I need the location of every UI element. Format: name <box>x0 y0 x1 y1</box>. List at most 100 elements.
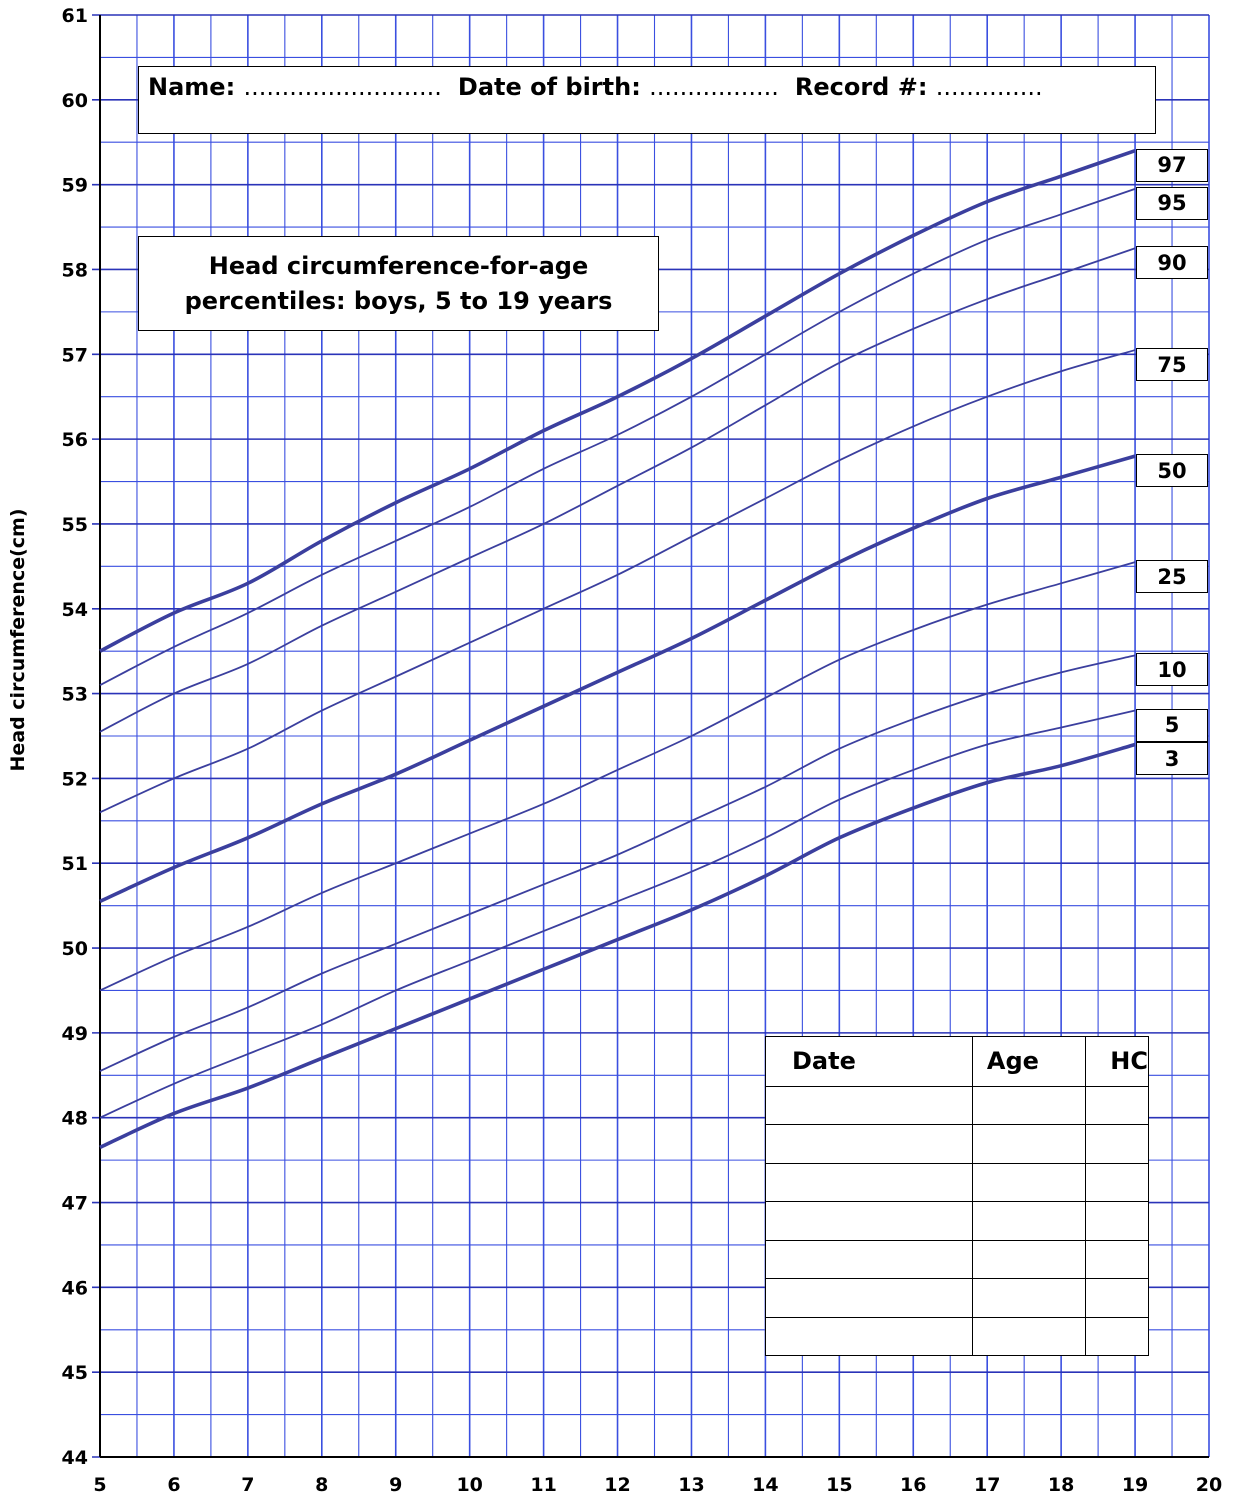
x-tick-label: 15 <box>826 1474 852 1496</box>
percentile-curve-3 <box>99 742 1136 1150</box>
x-tick-label: 17 <box>974 1474 1000 1496</box>
percentile-label-97: 97 <box>1136 148 1208 182</box>
column-header-date: Date <box>765 1036 973 1087</box>
table-cell-date[interactable] <box>765 1316 973 1356</box>
percentile-label-10: 10 <box>1136 653 1208 687</box>
column-header-age: Age <box>971 1036 1087 1087</box>
y-tick-label: 50 <box>62 938 88 960</box>
y-tick-label: 58 <box>62 259 88 281</box>
table-cell-date[interactable] <box>765 1085 973 1125</box>
chart-title-line-1: Head circumference-for-age <box>208 251 589 280</box>
percentile-curve-95 <box>99 188 1136 686</box>
table-row <box>765 1124 1149 1164</box>
percentile-curves <box>99 149 1136 1150</box>
table-cell-age[interactable] <box>971 1316 1087 1356</box>
table-cell-date[interactable] <box>765 1278 973 1318</box>
y-tick-label: 59 <box>62 175 88 197</box>
chart-title-line-2: percentiles: boys, 5 to 19 years <box>184 286 613 315</box>
measurement-record-table: Date Age HC <box>765 1036 1149 1356</box>
chart-title-box: Head circumference-for-age percentiles: … <box>138 236 659 331</box>
table-row <box>765 1278 1149 1318</box>
dob-field[interactable]: Date of birth: ................. <box>458 73 779 101</box>
y-tick-label: 45 <box>62 1362 88 1384</box>
table-cell-date[interactable] <box>765 1124 973 1164</box>
name-field[interactable]: Name: .......................... <box>148 73 442 101</box>
percentile-label-50: 50 <box>1136 454 1208 488</box>
y-tick-label: 57 <box>62 344 88 366</box>
y-tick-label: 47 <box>62 1193 88 1215</box>
table-cell-hc[interactable] <box>1085 1201 1149 1241</box>
percentile-label-25: 25 <box>1136 560 1208 594</box>
table-cell-age[interactable] <box>971 1162 1087 1202</box>
x-tick-label: 13 <box>678 1474 704 1496</box>
percentile-curve-97 <box>99 149 1136 653</box>
y-tick-label: 56 <box>62 429 88 451</box>
x-tick-label: 19 <box>1122 1474 1148 1496</box>
x-tick-label: 16 <box>900 1474 926 1496</box>
record-field[interactable]: Record #: .............. <box>795 73 1043 101</box>
table-cell-age[interactable] <box>971 1201 1087 1241</box>
x-tick-label: 9 <box>389 1474 402 1496</box>
table-row <box>765 1162 1149 1202</box>
x-axis-tick-labels: 5 6 7 8 9 10 11 12 13 14 15 16 17 18 19 20 <box>93 1474 1222 1496</box>
name-blank: .......................... <box>243 73 442 101</box>
table-cell-hc[interactable] <box>1085 1085 1149 1125</box>
y-tick-label: 54 <box>62 599 88 621</box>
percentile-label-3: 3 <box>1136 742 1208 776</box>
percentile-curve-5 <box>99 709 1136 1119</box>
percentile-label-75: 75 <box>1136 348 1208 382</box>
dob-blank: ................. <box>649 73 779 101</box>
x-tick-label: 10 <box>456 1474 482 1496</box>
percentile-label-95: 95 <box>1136 186 1208 220</box>
x-tick-label: 11 <box>530 1474 556 1496</box>
patient-info-header: Name: .......................... Date of… <box>138 66 1156 134</box>
record-blank: .............. <box>935 73 1043 101</box>
x-tick-label: 20 <box>1196 1474 1222 1496</box>
y-tick-label: 49 <box>62 1023 88 1045</box>
table-cell-age[interactable] <box>971 1239 1087 1279</box>
x-tick-label: 8 <box>315 1474 328 1496</box>
y-tick-label: 55 <box>62 514 88 536</box>
table-row <box>765 1085 1149 1125</box>
percentile-curve-25 <box>99 561 1136 992</box>
y-tick-label: 53 <box>62 684 88 706</box>
table-cell-hc[interactable] <box>1085 1124 1149 1164</box>
y-tick-label: 44 <box>62 1447 88 1469</box>
x-tick-label: 7 <box>241 1474 254 1496</box>
table-body <box>765 1085 1149 1356</box>
table-cell-hc[interactable] <box>1085 1239 1149 1279</box>
table-cell-age[interactable] <box>971 1085 1087 1125</box>
y-tick-label: 48 <box>62 1108 88 1130</box>
table-row <box>765 1316 1149 1356</box>
x-tick-label: 12 <box>604 1474 630 1496</box>
x-tick-label: 14 <box>752 1474 778 1496</box>
y-tick-label: 60 <box>62 90 88 112</box>
record-label: Record #: <box>794 73 928 101</box>
y-tick-label: 52 <box>62 768 88 790</box>
y-tick-label: 46 <box>62 1277 88 1299</box>
percentile-curve-75 <box>99 349 1136 814</box>
table-cell-hc[interactable] <box>1085 1316 1149 1356</box>
percentile-curve-10 <box>99 654 1136 1072</box>
column-header-hc: HC <box>1085 1036 1149 1087</box>
percentile-curve-90 <box>99 247 1136 733</box>
table-cell-age[interactable] <box>971 1124 1087 1164</box>
table-cell-hc[interactable] <box>1085 1278 1149 1318</box>
table-cell-date[interactable] <box>765 1201 973 1241</box>
table-row <box>765 1201 1149 1241</box>
y-axis-tick-labels: 44 45 46 47 48 49 50 51 52 53 54 55 56 57 58 59 60 61 <box>62 5 88 1469</box>
y-tick-label: 51 <box>62 853 88 875</box>
x-tick-label: 5 <box>93 1474 106 1496</box>
dob-label: Date of birth: <box>457 73 641 101</box>
y-tick-label: 61 <box>62 5 88 27</box>
x-tick-label: 6 <box>167 1474 180 1496</box>
y-axis-label: Head circumference(cm) <box>7 508 29 771</box>
name-label: Name: <box>148 73 236 101</box>
table-cell-date[interactable] <box>765 1162 973 1202</box>
table-cell-hc[interactable] <box>1085 1162 1149 1202</box>
percentile-label-5: 5 <box>1136 708 1208 742</box>
x-tick-label: 18 <box>1048 1474 1074 1496</box>
table-cell-age[interactable] <box>971 1278 1087 1318</box>
table-cell-date[interactable] <box>765 1239 973 1279</box>
table-row <box>765 1239 1149 1279</box>
